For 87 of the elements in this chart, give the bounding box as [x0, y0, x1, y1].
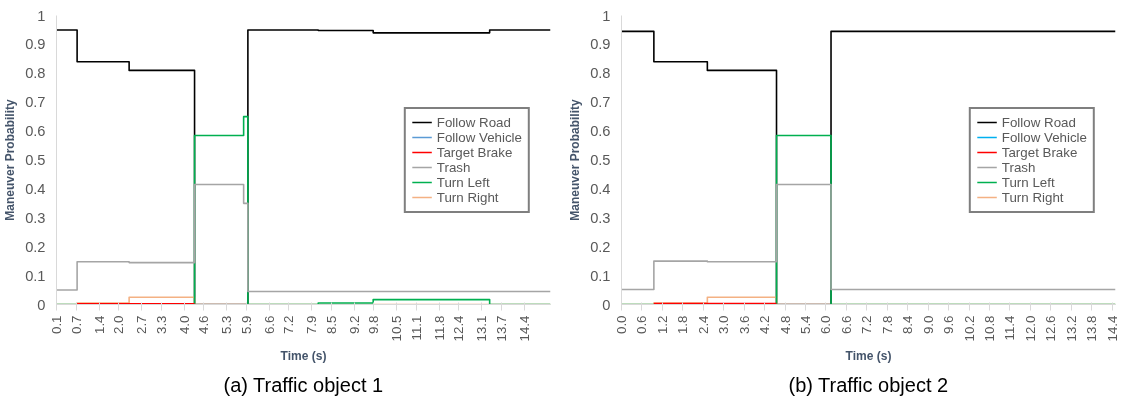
x-tick-label: 4.0	[176, 315, 192, 335]
y-tick-label: 0.9	[590, 36, 611, 53]
x-tick-label: 7.2	[859, 315, 875, 335]
x-axis-title: Time (s)	[280, 349, 327, 364]
x-tick-label: 11.4	[1002, 314, 1018, 341]
legend-label: Turn Right	[1001, 189, 1064, 205]
y-tick-label: 0	[37, 296, 46, 313]
x-tick-label: 9.2	[346, 315, 362, 335]
legend-label: Trash	[436, 159, 471, 175]
y-axis-title: Maneuver Probability	[568, 98, 583, 221]
x-tick-label: 8.4	[900, 314, 916, 335]
x-tick-label: 11.1	[408, 315, 424, 341]
x-tick-label: 9.8	[366, 315, 382, 335]
x-tick-label: 13.8	[1084, 315, 1100, 342]
y-tick-label: 0.6	[25, 123, 46, 140]
x-tick-label: 3.3	[153, 315, 169, 335]
y-tick-label: 0.1	[590, 267, 611, 284]
x-tick-label: 1.8	[675, 315, 691, 335]
x-tick-label: 10.8	[981, 315, 997, 342]
x-tick-label: 10.5	[389, 315, 405, 342]
y-tick-label: 1	[37, 7, 46, 24]
x-tick-label: 6.0	[818, 315, 834, 335]
y-tick-label: 0.7	[590, 94, 611, 111]
x-tick-label: 9.6	[941, 315, 957, 335]
y-tick-label: 0.6	[590, 123, 611, 140]
y-tick-label: 0.8	[25, 65, 46, 82]
legend-label: Follow Vehicle	[436, 129, 522, 145]
x-tick-label: 7.2	[281, 315, 297, 335]
x-tick-label: 13.1	[474, 315, 490, 342]
x-tick-label: 6.6	[261, 315, 277, 335]
x-tick-label: 3.0	[716, 315, 732, 335]
legend-label: Turn Right	[436, 189, 499, 205]
x-tick-label: 0.0	[614, 315, 629, 335]
x-tick-label: 1.4	[91, 314, 107, 335]
text: (a) Traffic object 1	[223, 373, 384, 396]
x-tick-label: 5.9	[238, 315, 254, 335]
x-tick-label: 2.4	[695, 314, 711, 335]
y-tick-label: 0.5	[590, 152, 611, 168]
x-tick-label: 14.4	[516, 314, 532, 342]
x-tick-label: 10.2	[961, 315, 977, 342]
legend-label: Trash	[1001, 159, 1036, 175]
y-tick-label: 0.9	[25, 36, 46, 53]
y-tick-label: 1	[602, 7, 611, 24]
y-tick-label: 0.2	[25, 238, 46, 255]
legend-label: Turn Left	[436, 174, 490, 190]
y-tick-label: 0.3	[25, 209, 46, 226]
legend-label: Turn Left	[1001, 174, 1055, 190]
y-tick-label: 0.3	[590, 209, 611, 226]
x-tick-label: 2.7	[134, 315, 150, 335]
x-tick-label: 1.2	[654, 315, 670, 335]
x-tick-label: 0.7	[68, 315, 84, 335]
x-tick-label: 9.0	[920, 315, 936, 335]
y-axis-title: Maneuver Probability	[3, 98, 18, 221]
legend-label: Follow Vehicle	[1001, 129, 1087, 145]
x-tick-label: 14.4	[1104, 314, 1120, 342]
y-tick-label: 0.1	[25, 267, 46, 284]
x-tick-label: 2.0	[111, 315, 127, 335]
legend-label: Target Brake	[1001, 144, 1078, 160]
x-tick-label: 11.8	[431, 315, 447, 341]
legend-label: Target Brake	[436, 144, 513, 160]
x-tick-label: 5.3	[219, 315, 235, 335]
x-tick-label: 5.4	[797, 314, 813, 335]
y-tick-label: 0.5	[25, 152, 46, 168]
x-axis-title: Time (s)	[845, 349, 892, 364]
x-tick-label: 12.4	[451, 314, 467, 342]
x-tick-label: 13.7	[493, 315, 509, 342]
x-tick-label: 0.6	[634, 315, 650, 335]
x-tick-label: 8.5	[323, 315, 339, 335]
x-tick-label: 12.0	[1022, 315, 1038, 342]
x-tick-label: 6.6	[838, 315, 854, 335]
x-tick-label: 3.6	[736, 315, 752, 335]
legend-label: Follow Road	[436, 114, 511, 130]
x-tick-label: 7.9	[304, 315, 320, 335]
y-tick-label: 0.4	[590, 180, 611, 197]
x-tick-label: 7.8	[879, 315, 895, 335]
y-tick-label: 0.8	[590, 65, 611, 82]
x-tick-label: 12.6	[1043, 315, 1059, 342]
x-tick-label: 4.2	[757, 315, 773, 335]
legend-label: Follow Road	[1001, 114, 1076, 130]
y-tick-label: 0.4	[25, 180, 46, 197]
y-tick-label: 0.7	[25, 94, 46, 111]
y-tick-label: 0	[602, 296, 611, 313]
x-tick-label: 4.8	[777, 315, 793, 335]
text: (b) Traffic object 2	[788, 373, 949, 396]
x-tick-label: 13.2	[1063, 315, 1079, 342]
y-tick-label: 0.2	[590, 238, 611, 255]
x-tick-label: 4.6	[196, 315, 212, 335]
